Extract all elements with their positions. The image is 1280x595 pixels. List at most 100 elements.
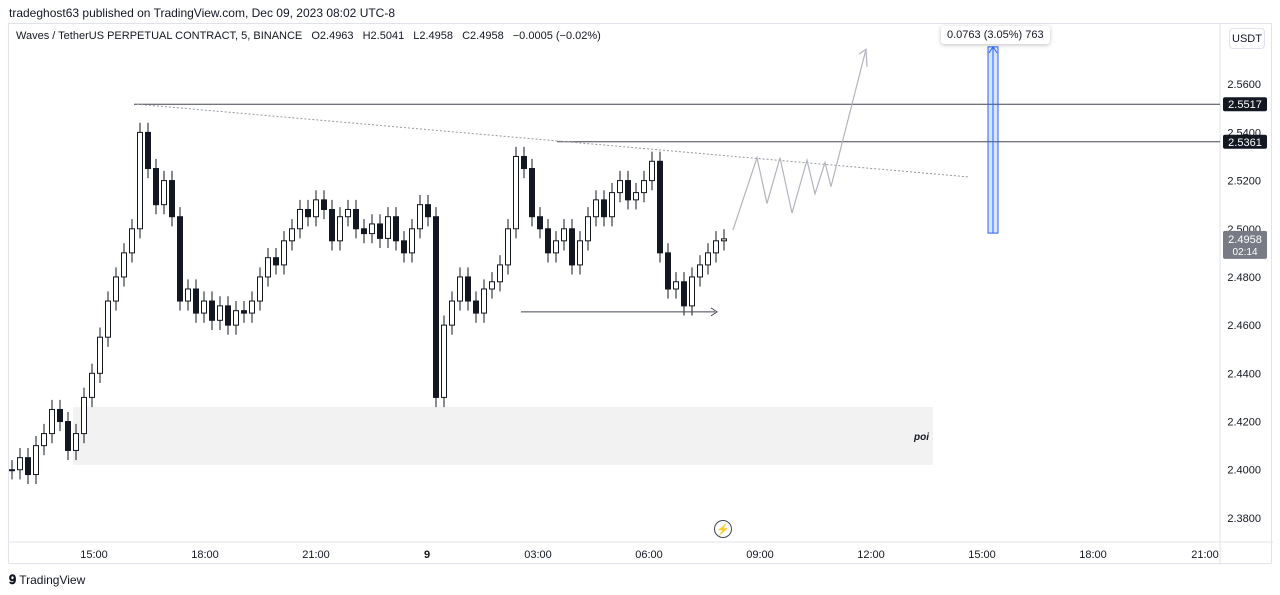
time-tick-label: 12:00 [857, 549, 885, 561]
candle-body [713, 240, 719, 254]
price-tick-label: 2.4600 [1227, 320, 1261, 332]
candle-body [417, 204, 423, 230]
candle-body [193, 288, 199, 314]
lightning-icon[interactable]: ⚡ [714, 520, 732, 538]
candle-body [609, 192, 615, 218]
candle-body [497, 264, 503, 283]
candle-body [369, 223, 375, 235]
candle-body [89, 372, 95, 398]
time-tick-label: 09:00 [746, 549, 774, 561]
candle-body [673, 281, 679, 290]
candle-body [393, 216, 399, 242]
candle-body [593, 199, 599, 218]
time-tick-label: 21:00 [1191, 549, 1219, 561]
support-arrow-head [710, 307, 718, 317]
low-value: L2.4958 [413, 30, 454, 42]
candle-body [641, 180, 647, 194]
candle-body [385, 216, 391, 239]
poi-zone [73, 407, 933, 465]
time-tick-label: 18:00 [1079, 549, 1107, 561]
time-tick-label: 18:00 [191, 549, 219, 561]
current-price-tag [1223, 230, 1267, 259]
candle-body [617, 180, 623, 194]
current-price-label: 2.4958 [1228, 234, 1262, 246]
candle-body [129, 228, 135, 254]
trendline [136, 103, 970, 178]
level-price-label: 2.5517 [1228, 99, 1262, 111]
candle-body [585, 216, 591, 242]
close-value: C2.4958 [462, 30, 504, 42]
candle-body [49, 408, 55, 435]
candle-body [545, 228, 551, 254]
symbol-name[interactable]: Waves / TetherUS PERPETUAL CONTRACT, 5, … [16, 30, 303, 42]
candle-body [361, 228, 367, 235]
price-tick-label: 2.4000 [1227, 465, 1261, 477]
price-tick-label: 2.5200 [1227, 176, 1261, 188]
candle-body [433, 216, 439, 398]
candle-body [145, 131, 151, 170]
symbol-legend: Waves / TetherUS PERPETUAL CONTRACT, 5, … [16, 30, 607, 42]
change-value: −0.0005 (−0.02%) [512, 30, 601, 42]
price-tick-label: 2.3800 [1227, 513, 1261, 525]
candle-body [57, 408, 63, 423]
projection-arrow-head [858, 48, 868, 67]
candle-body [681, 281, 687, 307]
tradingview-logo-icon[interactable]: 𝟗 [9, 572, 16, 587]
candle-body [289, 228, 295, 242]
price-tick-label: 2.4200 [1227, 417, 1261, 429]
time-tick-label: 21:00 [302, 549, 330, 561]
candle-body [329, 208, 335, 242]
candle-body [233, 310, 239, 326]
candle-body [553, 240, 559, 254]
candle-body [9, 469, 15, 472]
candle-body [201, 300, 207, 314]
candle-body [689, 276, 695, 307]
bar-countdown-label: 02:14 [1232, 247, 1257, 258]
candle-body [177, 216, 183, 302]
candle-body [73, 433, 79, 451]
candle-body [377, 223, 383, 239]
candle-body [561, 228, 567, 242]
candle-body [81, 396, 87, 435]
time-tick-label: 15:00 [968, 549, 996, 561]
candle-body [577, 240, 583, 266]
candle-body [409, 228, 415, 254]
candle-body [473, 300, 479, 314]
candle-body [153, 168, 159, 206]
candle-body [169, 180, 175, 218]
candle-body [305, 208, 311, 218]
candle-body [665, 252, 671, 290]
candle-body [41, 433, 47, 447]
candle-body [273, 257, 279, 266]
measure-label: 0.0763 (3.05%) 763 [941, 26, 1050, 44]
currency-button[interactable]: USDT [1229, 28, 1265, 49]
brand-name[interactable]: TradingView [19, 573, 86, 587]
candle-body [25, 457, 31, 476]
candle-body [321, 199, 327, 210]
candle-body [401, 240, 407, 254]
level-price-label: 2.5361 [1228, 137, 1262, 149]
candle-body [161, 180, 167, 206]
candle-body [465, 276, 471, 302]
candle-body [209, 300, 215, 321]
candle-body [449, 300, 455, 326]
candle-body [649, 160, 655, 182]
price-chart[interactable]: poi2.56002.54002.52002.50002.48002.46002… [9, 24, 1273, 565]
time-tick-label: 03:00 [524, 549, 552, 561]
candle-body [457, 276, 463, 302]
price-range-arrow-head [988, 45, 998, 54]
open-value: O2.4963 [311, 30, 354, 42]
time-tick-label: 9 [424, 549, 430, 561]
poi-label: poi [913, 432, 929, 443]
candle-body [97, 336, 103, 374]
candle-body [625, 180, 631, 201]
candle-body [537, 216, 543, 230]
candle-body [225, 305, 231, 326]
candle-body [441, 324, 447, 398]
candle-body [353, 208, 359, 230]
candle-body [217, 305, 223, 321]
level-price-tag [1223, 134, 1267, 149]
candle-body [33, 445, 39, 476]
publication-header: tradeghost63 published on TradingView.co… [9, 6, 396, 20]
chart-panel[interactable]: poi 2.5600 2.5400 2.5200 2.5000 2.4800 2.4600 2… [8, 23, 1273, 565]
